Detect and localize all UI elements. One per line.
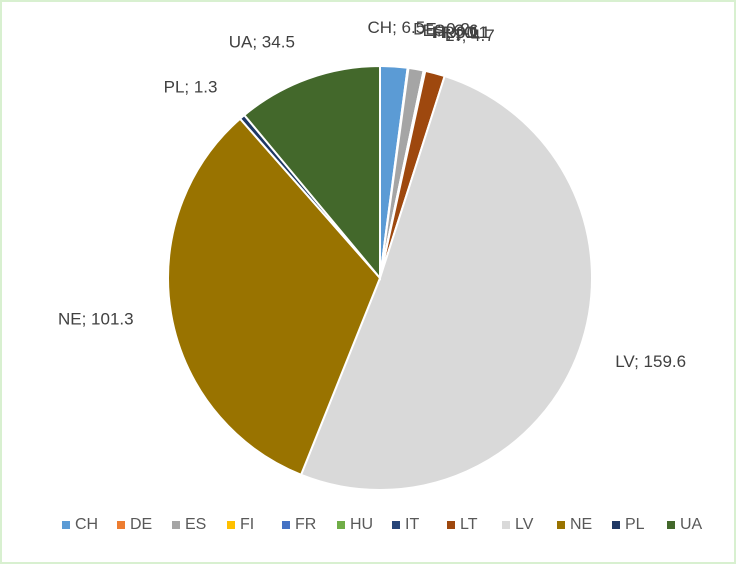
data-label: LV; 159.6 [615,352,686,371]
legend-label: UA [680,516,703,533]
legend-swatch [557,521,565,529]
legend-label: HU [350,516,373,533]
legend-label: NE [570,516,592,533]
data-label: UA; 34.5 [229,32,295,51]
legend-label: LT [460,516,478,533]
legend-swatch [392,521,400,529]
data-label: FR; 0.1 [432,23,488,42]
pie-slice [166,117,382,477]
legend-label: LV [515,516,534,533]
data-label: DE; 0.2 [413,20,470,39]
legend-swatch [62,521,70,529]
data-label: PL; 1.3 [164,78,218,97]
legend-label: ES [185,516,206,533]
legend-swatch [667,521,675,529]
data-label: LT; 4.7 [445,26,495,45]
data-label: IT; 0.1 [433,23,479,42]
legend-label: PL [625,516,645,533]
legend-swatch [172,521,180,529]
legend-label: FR [295,516,316,533]
legend-swatch [337,521,345,529]
legend-label: FI [240,516,254,533]
data-label: HU; 0.1 [433,23,491,42]
data-label: FI; 0.1 [432,23,480,42]
legend-label: CH [75,516,98,533]
legend-label: DE [130,516,152,533]
legend-label: IT [405,516,419,533]
data-label: NE; 101.3 [58,310,134,329]
pie-slice [299,74,593,491]
data-label: ES; 3.6 [423,21,479,40]
legend-swatch [502,521,510,529]
legend-swatch [227,521,235,529]
data-label: CH; 6.5 [368,18,426,37]
pie-slice [242,64,381,281]
legend-swatch [117,521,125,529]
legend-swatch [282,521,290,529]
legend-swatch [447,521,455,529]
legend-swatch [612,521,620,529]
